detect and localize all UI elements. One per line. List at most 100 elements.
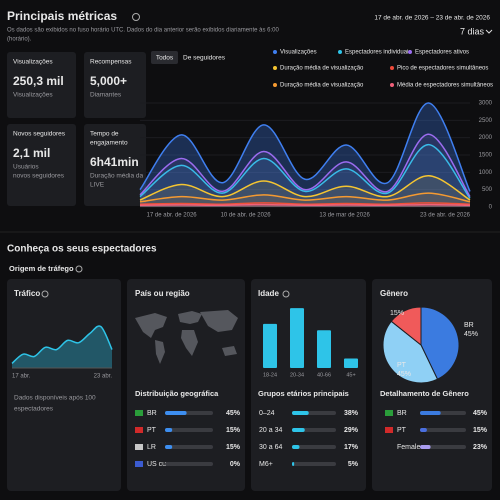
info-icon[interactable] [41,290,49,298]
y-tick-label: 500 [482,187,493,193]
legend-dot [338,50,342,54]
kpi-label: engajamento [90,140,128,147]
region-card [127,279,245,491]
traffic-card [7,279,121,491]
kpi-label: Novos seguidores [13,131,66,138]
period-select[interactable]: 7 dias [460,26,485,36]
legend-dot [273,83,277,87]
y-tick-label: 0 [489,205,493,211]
y-tick-label: 2500 [479,118,493,124]
row-name: US cura [147,461,172,468]
kpi-value: 2,1 mil [13,146,50,160]
subtitle: (horário). [7,37,32,43]
x-tick-label: 10 de abr. de 2026 [221,213,272,219]
series-line [139,175,471,201]
series-area [140,144,470,207]
age-bar [317,330,331,368]
slice-name: BR [464,322,474,329]
kpi-card [7,124,76,206]
legend-label: Média de espectadores simultâneos [397,83,493,89]
legend-dot [408,50,412,54]
row-name: BR [147,410,157,417]
row-value: 23% [473,444,488,451]
pie-slice [420,306,460,380]
age-bar [263,323,277,368]
bar-track [420,445,466,449]
kpi-sub: Duração média da [90,173,143,180]
y-tick-label: 1500 [479,153,493,159]
kpi-card [84,52,146,118]
tab[interactable]: Todos [156,55,174,62]
row-bar [165,428,173,432]
kpi-sub: Visualizações [13,92,53,99]
row-value: 0% [230,461,241,468]
row-name: Female [397,444,420,451]
legend-label: Espectadores ativos [415,50,469,56]
kpi-sub: Diamantes [90,92,122,99]
date-range[interactable]: 17 de abr. de 2026 – 23 de abr. de 2026 [374,15,490,22]
kpi-value: 250,3 mil [13,74,64,88]
series-line [139,202,471,205]
row-name: 20 a 34 [259,427,282,434]
kpi-label: Tempo de [90,131,119,138]
kpi-label: Recompensas [90,59,132,66]
info-icon[interactable] [75,265,83,273]
note: espectadores [14,406,54,413]
x-tick-label: 40-66 [317,372,331,378]
section-title: Conheça os seus espectadores [7,244,157,255]
note: Dados disponíveis após 100 [14,395,96,402]
row-name: M6+ [259,461,273,468]
kpi-label: Visualizações [13,59,53,66]
legend-label: Pico de espectadores simultâneos [397,66,488,72]
row-name: 30 a 64 [259,444,282,451]
kpi-card [7,52,76,118]
series-line [139,102,471,192]
kpi-sub: Usuários [13,164,39,171]
legend-label: Duração média de visualização [280,83,364,89]
row-name: 0–24 [259,410,275,417]
kpi-value: 6h41min [90,155,139,169]
tab-active[interactable] [151,51,178,64]
row-value: 15% [226,444,241,451]
bar-track [292,445,336,449]
legend-label: Duração média de visualização [280,66,364,72]
x-tick-label: 18-24 [263,372,277,378]
legend-label: Visualizações [280,50,317,56]
card-subtitle: Detalhamento de Gênero [380,389,469,398]
legend-dot [273,66,277,70]
row-bar [292,428,305,432]
row-value: 45% [226,410,241,417]
slice-label: 45% [397,371,411,378]
legend-label: Espectadores individuais [345,50,411,56]
legend-dot [390,66,394,70]
y-tick-label: 1000 [479,170,493,176]
pie-slice [382,320,439,384]
x-tick-label: 17 de abr. de 2026 [147,213,198,219]
row-bar [165,445,173,449]
bar-track [420,428,466,432]
y-tick-label: 2000 [479,135,493,141]
kpi-sub: novos seguidores [13,173,65,180]
row-bar [420,411,441,415]
legend-dot [273,50,277,54]
y-tick-label: 3000 [479,101,493,107]
bar-track [165,445,213,449]
flag [385,427,393,433]
flag [135,444,143,450]
tab[interactable]: De seguidores [183,55,226,62]
row-bar [292,445,300,449]
info-icon[interactable] [132,13,140,21]
series-line [139,143,471,199]
kpi-value: 5,000+ [90,74,127,88]
x-tick-label: 45+ [346,372,355,378]
world-map [135,310,238,364]
row-value: 15% [226,427,241,434]
flag [135,461,143,467]
kpi-sub: LIVE [90,182,105,189]
info-icon[interactable] [282,290,290,298]
flag [135,427,143,433]
kpi-card [84,124,146,206]
row-bar [292,462,295,466]
row-name: PT [147,427,157,434]
